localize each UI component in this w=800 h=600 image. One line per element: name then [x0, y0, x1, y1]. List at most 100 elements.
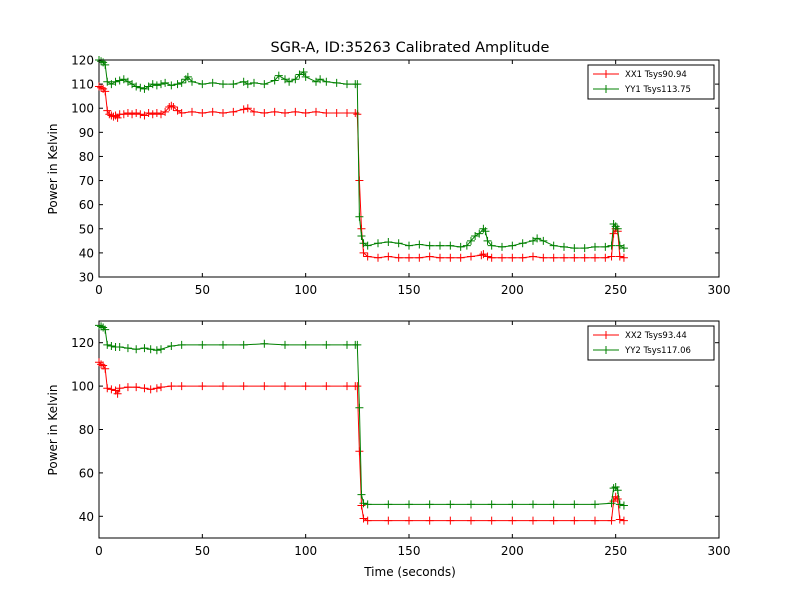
bottom-data-point	[353, 340, 362, 349]
top-y-tick-label: 40	[79, 246, 94, 260]
bottom-data-point	[260, 382, 269, 391]
bottom-data-point	[301, 340, 310, 349]
top-data-point	[152, 81, 161, 90]
top-data-point	[101, 60, 110, 69]
top-data-point	[601, 253, 610, 262]
top-data-point	[607, 252, 616, 261]
bottom-data-point	[591, 516, 599, 525]
bottom-data-point	[123, 344, 132, 353]
top-data-point	[148, 80, 157, 89]
bottom-data-point	[355, 403, 364, 412]
top-data-point	[260, 109, 269, 118]
top-data-point	[208, 107, 217, 116]
bottom-data-point	[615, 515, 624, 524]
top-data-point	[580, 253, 589, 262]
bottom-legend-label-xx2: XX2 Tsys93.44	[625, 331, 687, 341]
top-x-tick-label: 100	[294, 283, 317, 297]
top-y-tick-label: 110	[71, 78, 94, 92]
top-data-point	[119, 75, 128, 84]
top-data-point	[299, 68, 308, 77]
top-data-point	[508, 241, 517, 250]
top-data-point	[374, 253, 382, 262]
bottom-data-point	[167, 341, 176, 350]
top-data-point	[487, 253, 496, 262]
top-data-point	[570, 253, 579, 262]
top-data-point	[183, 72, 192, 81]
top-data-point	[97, 83, 106, 92]
bottom-data-point	[239, 382, 248, 391]
bottom-y-tick-label: 120	[71, 336, 94, 350]
top-data-point	[394, 239, 403, 248]
bottom-data-point	[97, 360, 106, 369]
bottom-x-axis-label: Time (seconds)	[363, 565, 456, 579]
top-data-point	[115, 76, 124, 85]
top-data-point	[425, 241, 434, 250]
top-data-point	[415, 240, 424, 249]
top-data-point	[295, 70, 304, 79]
top-data-point	[436, 253, 444, 262]
top-data-point	[107, 80, 116, 89]
bottom-data-point	[425, 516, 434, 525]
top-data-point	[359, 248, 368, 257]
bottom-data-point	[359, 514, 368, 523]
top-data-point	[498, 253, 506, 262]
top-data-point	[384, 238, 393, 247]
bottom-series-layer	[95, 321, 628, 525]
bottom-y-tick-label: 60	[79, 466, 94, 480]
top-data-point	[529, 252, 537, 261]
top-data-point	[405, 253, 413, 262]
bottom-data-point	[570, 516, 579, 525]
top-data-point	[615, 252, 624, 261]
bottom-y-tick-label: 100	[71, 380, 94, 394]
top-data-point	[343, 80, 351, 89]
bottom-data-point	[611, 483, 620, 492]
top-data-point	[471, 232, 480, 241]
top-data-point	[136, 110, 145, 119]
top-data-point	[615, 241, 624, 250]
bottom-data-point	[111, 386, 120, 395]
top-data-point	[436, 241, 444, 250]
bottom-data-point	[384, 516, 393, 525]
bottom-x-tick-label: 250	[604, 544, 627, 558]
top-data-point	[518, 253, 527, 262]
top-data-point	[198, 80, 207, 89]
top-data-point	[508, 253, 517, 262]
top-legend-label-yy1: YY1 Tsys113.75	[624, 85, 691, 95]
bottom-data-point	[146, 385, 155, 394]
top-data-point	[167, 81, 176, 90]
top-data-point	[281, 75, 289, 84]
top-data-point	[132, 109, 141, 118]
top-data-point	[591, 253, 599, 262]
top-data-point	[483, 236, 492, 245]
bottom-data-point	[123, 383, 132, 392]
top-data-point	[446, 253, 455, 262]
bottom-data-point	[107, 385, 116, 394]
top-data-point	[270, 107, 279, 116]
top-data-point	[384, 252, 393, 261]
top-data-point	[415, 253, 424, 262]
top-x-tick-label: 0	[95, 283, 103, 297]
top-data-point	[467, 252, 475, 261]
bottom-data-point	[619, 516, 628, 525]
top-data-point	[359, 239, 368, 248]
top-data-point	[291, 107, 300, 116]
top-data-point	[609, 229, 618, 238]
top-data-point	[481, 227, 490, 236]
bottom-y-axis-label: Power in Kelvin	[46, 385, 60, 476]
bottom-data-point	[140, 384, 149, 393]
top-data-point	[498, 242, 506, 251]
bottom-y-tick-label: 80	[79, 423, 94, 437]
bottom-y-tick-label: 40	[79, 510, 94, 524]
top-series-1	[95, 82, 628, 262]
top-data-point	[113, 113, 122, 122]
bottom-data-point	[607, 516, 616, 525]
bottom-chart-panel: 0 50 100 150 200 250 300 40 60 80 100 120 Power in …	[46, 320, 730, 579]
top-x-tick-label: 200	[501, 283, 524, 297]
top-data-point	[250, 78, 258, 87]
bottom-legend-box	[587, 325, 715, 361]
top-data-point	[475, 229, 484, 238]
bottom-data-point	[198, 340, 207, 349]
bottom-data-point	[609, 484, 618, 493]
top-data-point	[332, 78, 341, 87]
top-data-point	[148, 110, 157, 119]
